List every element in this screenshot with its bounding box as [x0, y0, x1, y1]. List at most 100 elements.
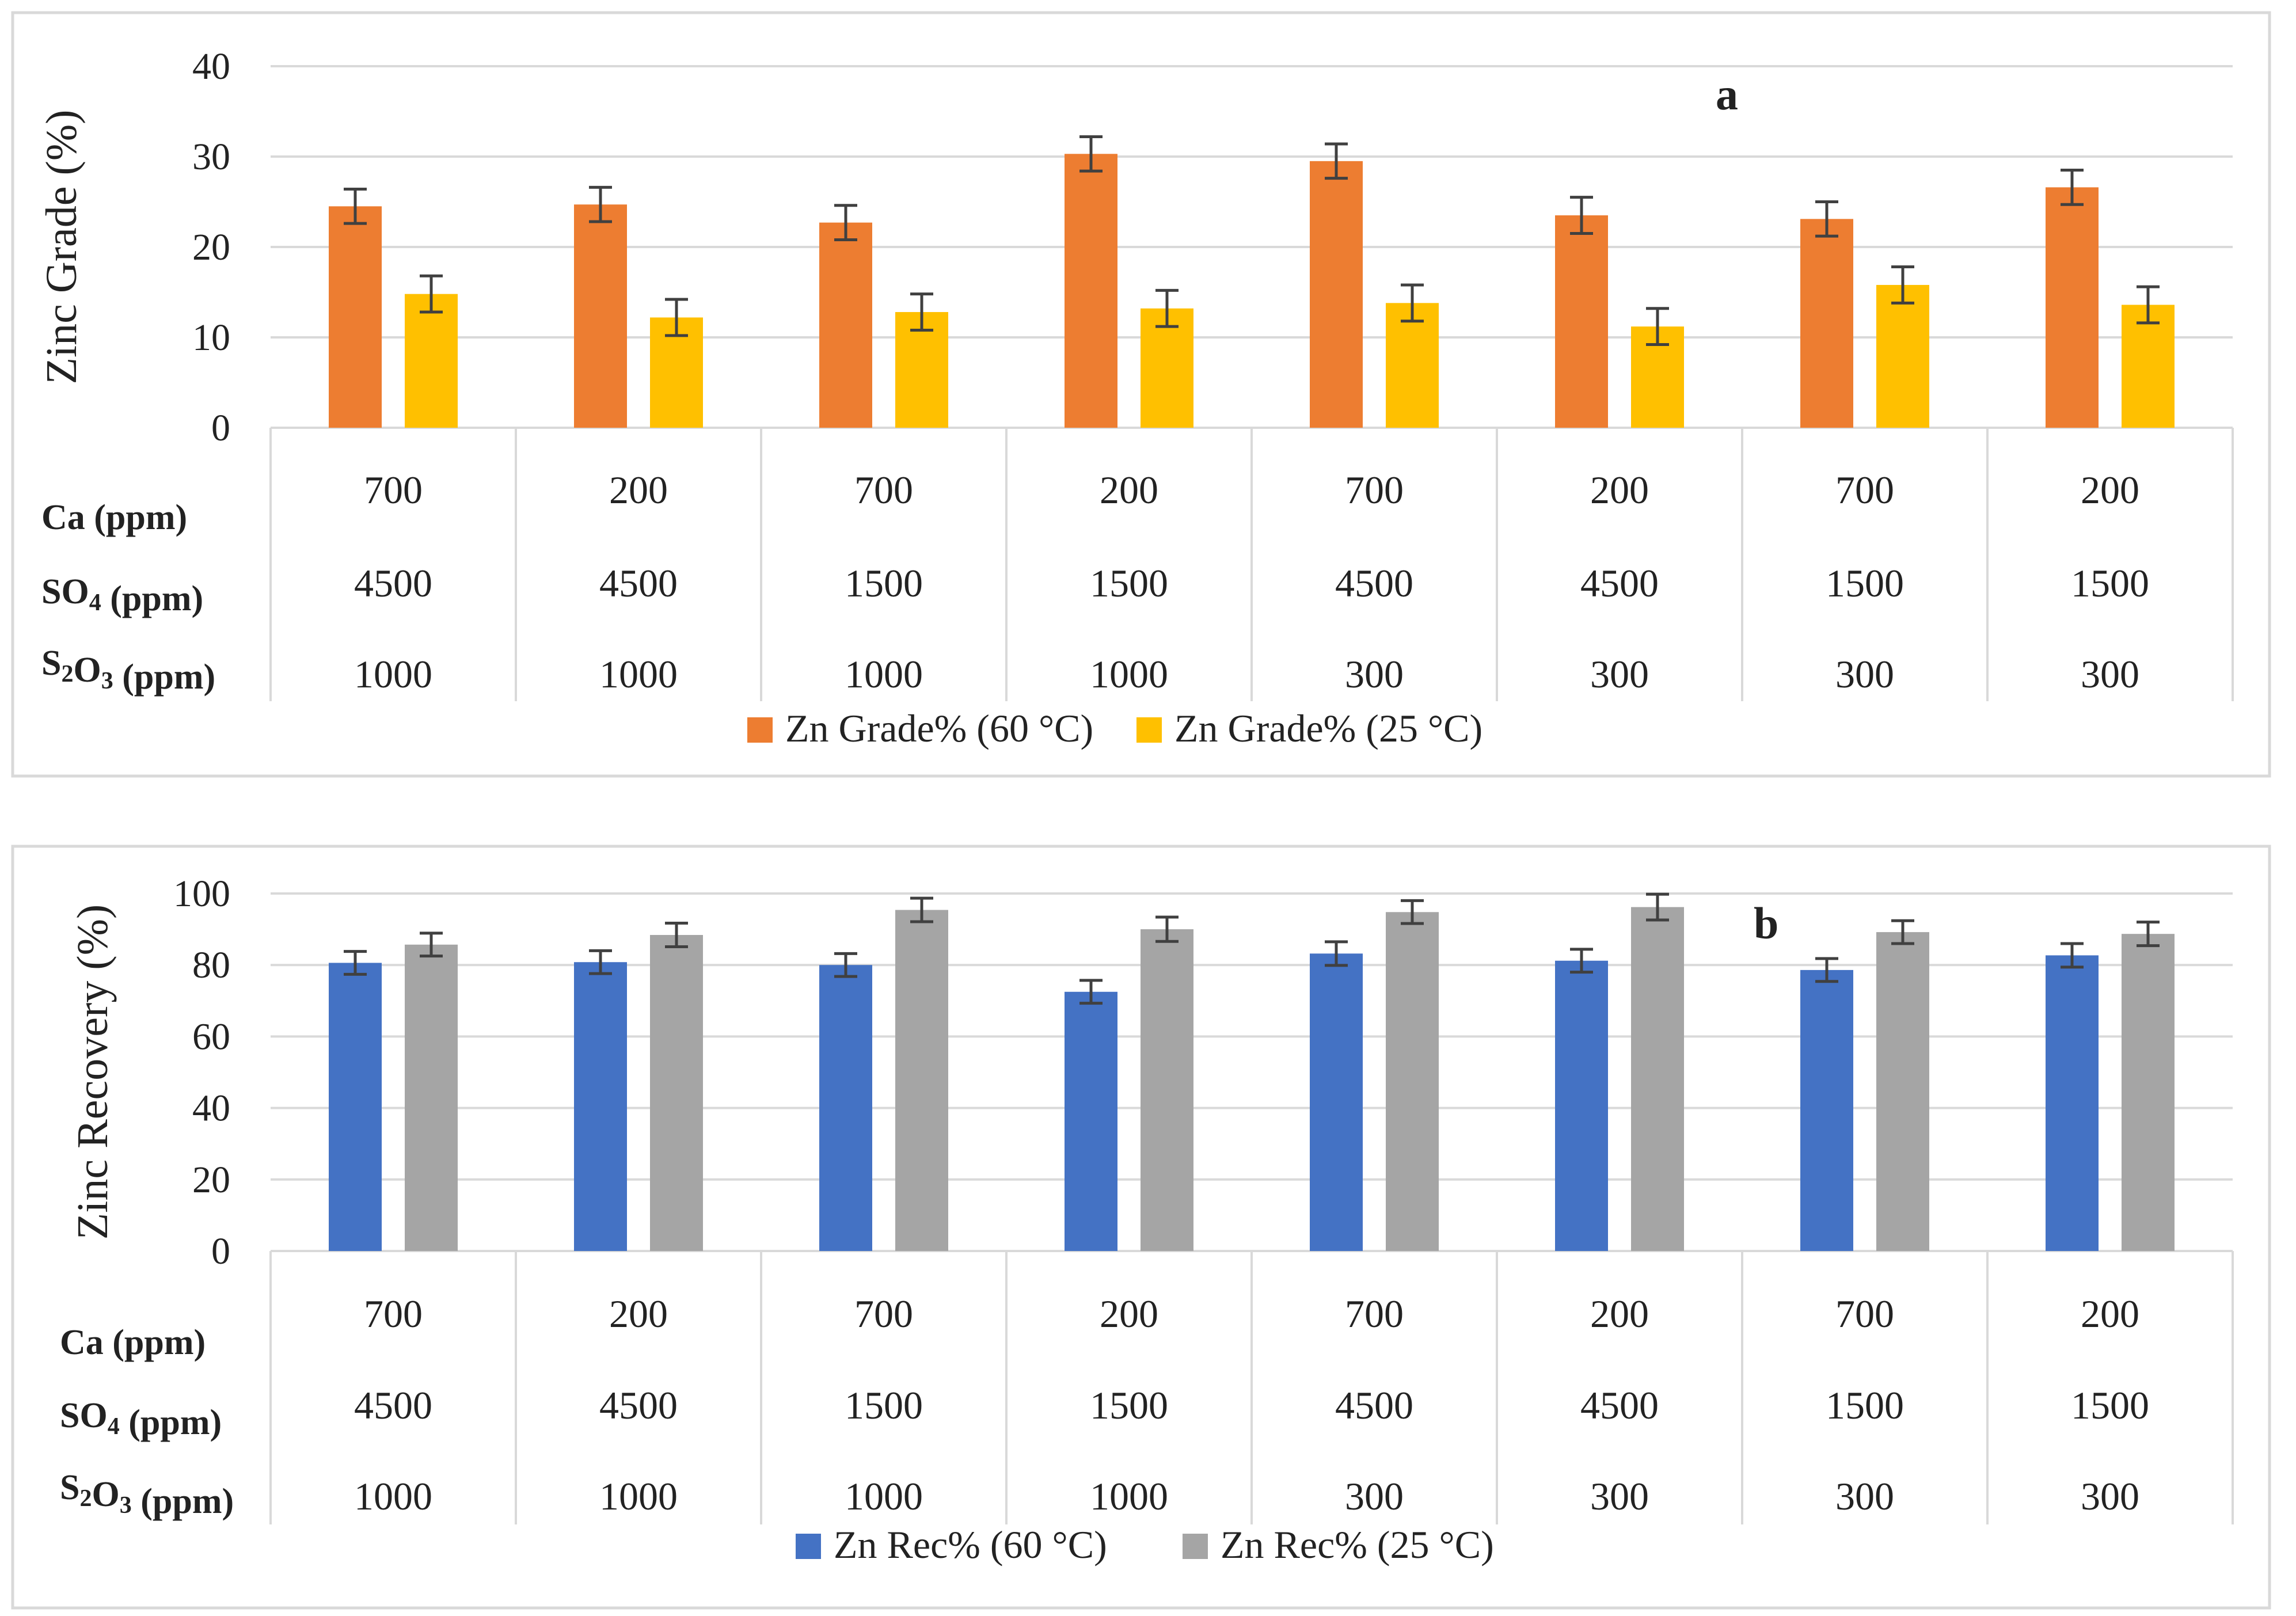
table-cell: 700	[364, 468, 423, 512]
y-tick-label: 20	[192, 1159, 230, 1201]
table-cell: 1000	[354, 1474, 432, 1518]
table-cell: 4500	[599, 1383, 678, 1427]
error-bar	[2061, 169, 2084, 206]
bar-a-s2-c4	[1141, 308, 1193, 428]
error-bar	[1079, 979, 1103, 1005]
bar-a-s1-c3	[819, 222, 872, 428]
y-tick-label: 100	[173, 873, 230, 915]
table-cell: 4500	[354, 1383, 432, 1427]
panel-b-recovery-chart: 0 20 40 60 80 100 700 200 700 200 700 200 700 200 Ca (…	[11, 845, 2271, 1610]
error-bar	[834, 204, 857, 241]
bar-b-s2-c5	[1386, 912, 1439, 1251]
table-cell: 300	[1345, 1474, 1404, 1518]
legend-swatch	[747, 717, 773, 743]
error-bar	[1079, 135, 1103, 173]
table-cell: 1000	[1090, 652, 1168, 696]
error-bar	[2137, 921, 2160, 948]
table-cell: 1000	[1090, 1474, 1168, 1518]
error-bar	[589, 949, 612, 975]
table-cell: 1500	[845, 1383, 923, 1427]
table-cell: 4500	[354, 561, 432, 605]
legend-label: Zn Grade% (60 °C)	[785, 706, 1093, 750]
error-bar	[910, 292, 933, 332]
bar-b-s1-c1	[329, 963, 382, 1251]
error-bar	[344, 950, 367, 976]
table-cell: 700	[1835, 468, 1894, 512]
bar-b-s1-c3	[819, 965, 872, 1251]
error-bar	[1570, 948, 1593, 974]
table-cell: 200	[1590, 1292, 1649, 1336]
table-cell: 700	[854, 468, 913, 512]
error-bar	[665, 298, 688, 337]
error-bar	[1155, 915, 1179, 943]
bar-a-s2-c1	[405, 294, 458, 428]
table-cell: 700	[1345, 468, 1404, 512]
error-bar	[1646, 892, 1669, 922]
legend-label: Zn Rec% (25 °C)	[1221, 1523, 1494, 1566]
error-bar	[910, 896, 933, 923]
panel-a-grade-chart: 0 10 20 30 40 700 200 700 200 700 200 700 200 Ca (ppm…	[11, 11, 2271, 778]
table-cell: 4500	[1335, 1383, 1413, 1427]
table-row-label: Ca (ppm)	[41, 498, 187, 537]
table-cell: 4500	[1335, 561, 1413, 605]
legend-swatch	[1136, 717, 1162, 743]
table-cell: 200	[609, 1292, 668, 1336]
bar-b-s1-c4	[1065, 991, 1117, 1251]
table-cell: 4500	[599, 561, 678, 605]
bar-b-s1-c6	[1555, 960, 1608, 1251]
table-cell: 1500	[2071, 561, 2149, 605]
panel-label: b	[1754, 898, 1778, 948]
table-cell: 200	[609, 468, 668, 512]
error-bar	[1891, 919, 1914, 945]
error-bar	[1325, 142, 1348, 180]
error-bar	[2061, 942, 2084, 969]
bar-a-s2-c5	[1386, 303, 1439, 428]
bar-b-s2-c4	[1141, 929, 1193, 1251]
error-bar	[834, 952, 857, 978]
legend: Zn Rec% (60 °C) Zn Rec% (25 °C)	[796, 1523, 1494, 1566]
table-cell: 700	[364, 1292, 423, 1336]
table-cell: 300	[1835, 1474, 1894, 1518]
bar-b-s2-c7	[1876, 932, 1929, 1251]
table-cell: 4500	[1580, 1383, 1659, 1427]
table-row-label: SO4 (ppm)	[41, 572, 203, 618]
y-tick-label: 60	[192, 1016, 230, 1058]
error-bar	[1891, 265, 1914, 305]
table-cell: 1000	[845, 652, 923, 696]
bar-b-s1-c2	[574, 962, 627, 1251]
table-cell: 1000	[354, 652, 432, 696]
legend-swatch	[1183, 1534, 1208, 1559]
table-cell: 300	[1590, 652, 1649, 696]
y-tick-label: 80	[192, 944, 230, 986]
legend-label: Zn Grade% (25 °C)	[1174, 706, 1482, 750]
y-tick-label: 10	[192, 317, 230, 359]
table-cell: 4500	[1580, 561, 1659, 605]
bar-a-s1-c6	[1555, 215, 1608, 428]
table-cell: 1500	[1826, 561, 1904, 605]
bar-a-s1-c8	[2046, 187, 2099, 428]
bar-a-s1-c5	[1310, 161, 1363, 428]
error-bar	[1155, 288, 1179, 328]
error-bar	[1401, 283, 1424, 323]
table-cell: 1500	[1090, 561, 1168, 605]
legend: Zn Grade% (60 °C) Zn Grade% (25 °C)	[747, 706, 1482, 750]
table-cell: 1500	[1826, 1383, 1904, 1427]
error-bar	[1646, 307, 1669, 347]
table-cell: 300	[1345, 652, 1404, 696]
error-bar	[1325, 940, 1348, 967]
bar-a-s1-c7	[1800, 219, 1853, 428]
error-bar	[1401, 899, 1424, 925]
table-cell: 200	[1590, 468, 1649, 512]
table-cell: 200	[2081, 1292, 2139, 1336]
legend-swatch	[796, 1534, 821, 1559]
bar-b-s2-c3	[895, 910, 948, 1251]
error-bar	[420, 274, 443, 314]
y-axis-label: Zinc Grade (%)	[37, 110, 86, 385]
table-cell: 300	[2081, 652, 2139, 696]
error-bar	[589, 185, 612, 223]
table-cell: 1000	[845, 1474, 923, 1518]
table-cell: 300	[1835, 652, 1894, 696]
bar-b-s1-c5	[1310, 953, 1363, 1251]
y-tick-label: 0	[211, 407, 230, 449]
